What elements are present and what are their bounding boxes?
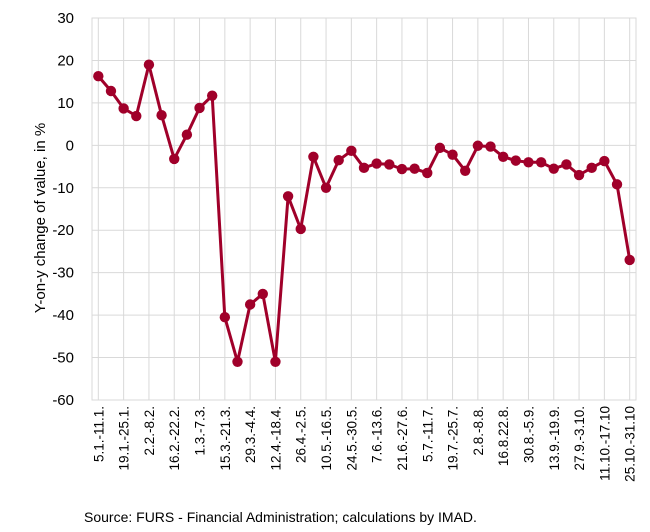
y-axis-ticks: 30 20 10 0 -10 -20 -30 -40 -50 -60 [52, 10, 74, 409]
data-point [599, 155, 610, 167]
data-point [308, 151, 319, 162]
x-tick-label: 15.3.-21.3. [218, 406, 233, 471]
data-point [244, 299, 256, 310]
data-point [270, 356, 281, 367]
x-tick-label: 19.7.-25.7. [446, 406, 461, 471]
x-tick-label: 7.6.-13.6. [370, 406, 385, 463]
data-point [333, 154, 344, 166]
data-point [460, 165, 471, 176]
data-point [219, 312, 231, 323]
y-tick-label: -40 [52, 307, 74, 324]
data-point [422, 167, 433, 179]
series-line [93, 59, 635, 367]
grid-lines [91, 17, 637, 401]
data-point [346, 145, 357, 157]
x-tick-label: 5.7.-11.7. [420, 406, 435, 462]
series-path [97, 63, 632, 364]
data-point [206, 90, 218, 101]
data-point [371, 158, 382, 169]
x-tick-label: 29.3.-4.4. [243, 406, 258, 463]
data-point [434, 142, 446, 154]
x-tick-label: 25.10.-31.10 [623, 406, 638, 482]
x-tick-label: 5.1.-11.1. [91, 406, 106, 462]
x-tick-label: 24.5.-30.5. [344, 406, 359, 471]
plot-border [91, 17, 637, 401]
data-point [396, 163, 408, 175]
x-tick-label: 11.10.-17.10 [597, 406, 612, 481]
x-tick-label: 26.4.-2.5. [294, 406, 309, 463]
x-tick-label: 1.3.-7.3. [193, 406, 208, 456]
data-point [169, 153, 180, 165]
x-tick-label: 13.9.-19.9. [547, 406, 562, 471]
data-point [586, 162, 597, 174]
data-point [561, 159, 572, 170]
y-tick-label: -60 [52, 392, 74, 409]
data-point [156, 109, 167, 121]
y-tick-label: -50 [52, 350, 74, 367]
data-point [105, 85, 117, 97]
y-tick-label: 0 [66, 137, 74, 154]
data-point [181, 129, 193, 140]
data-point [497, 151, 509, 162]
data-point [232, 356, 243, 367]
x-tick-label: 19.1.-25.1. [117, 406, 132, 471]
data-point [194, 102, 205, 114]
data-point [447, 149, 458, 160]
y-tick-label: -30 [52, 265, 74, 282]
data-point [257, 288, 268, 300]
data-point [131, 110, 142, 122]
data-point [611, 179, 623, 190]
x-tick-label: 16.8.22.8. [496, 406, 511, 466]
x-tick-label: 2.2.-8.2. [142, 406, 157, 456]
y-tick-label: 30 [57, 10, 74, 27]
y-tick-label: 10 [57, 95, 74, 112]
data-point [118, 103, 129, 114]
data-point [472, 140, 484, 151]
data-point [485, 141, 496, 152]
x-tick-label: 10.5.-16.5. [319, 406, 334, 471]
data-point [295, 223, 306, 235]
data-point [510, 155, 522, 166]
y-tick-label: -10 [52, 180, 74, 197]
data-point [548, 163, 559, 174]
y-tick-label: -20 [52, 222, 74, 239]
data-point [320, 182, 332, 193]
x-tick-label: 27.9.-3.10. [572, 406, 587, 471]
x-tick-label: 30.8.-5.9. [521, 406, 536, 463]
data-point [573, 169, 585, 181]
y-axis-label: Y-on-y change of value, in % [32, 123, 49, 313]
x-tick-label: 2.8.-8.8. [471, 406, 486, 456]
data-point [384, 159, 395, 170]
source-note: Source: FURS - Financial Administration;… [84, 509, 477, 525]
x-axis-ticks: 5.1.-11.1. 19.1.-25.1. 2.2.-8.2. 16.2.-22.2… [91, 406, 637, 482]
data-point [143, 59, 155, 70]
x-tick-label: 12.4.-18.4. [268, 406, 283, 471]
y-tick-label: 20 [57, 52, 74, 69]
data-point [624, 254, 635, 266]
x-tick-label: 16.2.-22.2. [167, 406, 182, 471]
data-point [535, 157, 547, 168]
data-point [358, 162, 370, 174]
data-point [93, 70, 104, 82]
x-tick-label: 21.6.-27.6. [395, 406, 410, 471]
data-point [523, 157, 534, 168]
data-point [409, 163, 420, 174]
data-point [282, 191, 294, 202]
